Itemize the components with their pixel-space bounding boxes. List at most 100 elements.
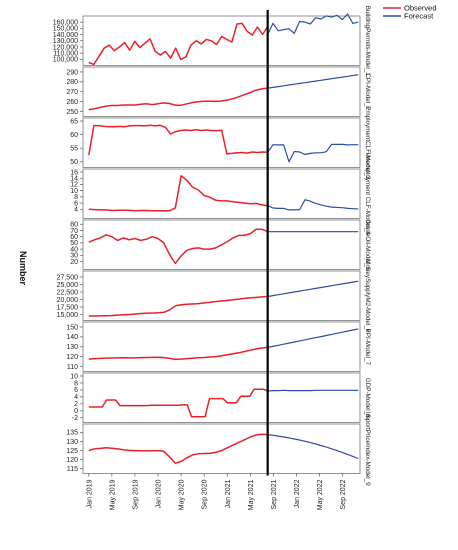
y-tick-label: 130 (66, 439, 78, 446)
observed-line (88, 87, 268, 111)
legend-label-observed: Observed (404, 4, 437, 13)
x-tick-label: Jan 2019 (86, 479, 93, 508)
x-tick-label: May 2022 (317, 479, 324, 510)
y-tick-label: 20,000 (57, 297, 79, 304)
forecast-line (267, 280, 359, 298)
y-tick-label: 10 (70, 188, 78, 195)
y-tick-label: 0 (74, 408, 78, 415)
panels-group: 100,000110,000120,000130,000140,000150,0… (53, 6, 371, 486)
observed-line (88, 124, 268, 156)
y-tick-label: 160,000 (53, 19, 78, 26)
panel-frame (82, 168, 361, 219)
y-tick-label: 250 (66, 109, 78, 116)
forecast-line (267, 13, 359, 35)
panel-label: GDP-Model_8 (364, 378, 371, 418)
observed-line (88, 22, 269, 66)
panel-frame (82, 66, 361, 117)
y-tick-label: 150,000 (53, 26, 78, 33)
panel-frame (82, 423, 361, 474)
panel-frame (82, 372, 361, 423)
y-tick-label: 130,000 (53, 38, 78, 45)
y-tick-label: 110,000 (53, 50, 78, 57)
observed-line (88, 228, 268, 265)
x-tick-label: May 2020 (179, 479, 186, 510)
y-tick-label: 55 (70, 145, 78, 152)
forecast-line (267, 328, 359, 348)
y-tick-label: 17,500 (57, 304, 79, 311)
observed-line (88, 346, 268, 361)
y-tick-label: 100,000 (53, 57, 78, 64)
y-tick-label: 60 (70, 234, 78, 241)
y-tick-label: 120 (66, 354, 78, 361)
y-tick-label: 15,000 (57, 312, 79, 319)
y-tick-label: 6 (74, 387, 78, 394)
panel-label: Unemployment CLF-Model_4 (364, 153, 371, 236)
y-tick-label: 8 (74, 194, 78, 201)
y-tick-label: 27,500 (57, 274, 79, 281)
forecast-line (267, 143, 359, 163)
y-tick-label: 25,000 (57, 282, 79, 289)
observed-line (88, 295, 268, 317)
panel-frame (82, 321, 361, 372)
x-tick-label: Sep 2020 (202, 479, 209, 509)
y-tick-label: 150 (66, 324, 78, 331)
y-tick-label: 120 (66, 457, 78, 464)
panel-7: 110 120 130 140 150 PPI-Model_7 (66, 321, 371, 372)
y-tick-label: 60 (70, 132, 78, 139)
panel-2: 250 260 270 280 290 CPI-Model_2 (66, 66, 371, 117)
legend-label-forecast: Forecast (404, 12, 434, 21)
panel-label: ImportPriceIndex-Model_9 (364, 412, 371, 486)
x-tick-label: Sep 2022 (340, 479, 347, 509)
y-tick-label: 50 (70, 159, 78, 166)
y-tick-label: 115 (67, 466, 78, 473)
y-tick-label: 4 (74, 394, 78, 401)
x-tick-label: Jan 2021 (225, 479, 232, 508)
y-tick-label: 270 (66, 89, 78, 96)
x-tick-label: Jan 2022 (294, 479, 301, 508)
observed-line (88, 433, 268, 465)
panel-1: 100,000110,000120,000130,000140,000150,0… (53, 6, 371, 76)
y-tick-label: -2 (72, 415, 78, 422)
y-tick-label: 30 (70, 253, 78, 260)
y-tick-label: 2 (74, 401, 78, 408)
y-tick-label: 140 (66, 334, 78, 341)
y-tick-label: 80 (70, 222, 78, 229)
y-tick-label: 16 (70, 169, 78, 176)
y-tick-label: 65 (70, 118, 78, 125)
y-tick-label: 280 (66, 79, 78, 86)
x-axis: Jan 2019 May 2019 Sep 2019 Jan 2020 May 2020… (86, 473, 347, 510)
observed-line (88, 174, 268, 212)
forecast-line (267, 74, 359, 89)
panel-label: CrudeOil-Model_5 (364, 219, 371, 271)
panel-label: EmploymentCLF-Model_3 (364, 106, 371, 180)
y-tick-label: 12 (70, 182, 78, 189)
panel-frame (82, 117, 361, 168)
y-tick-label: 4 (74, 207, 78, 214)
panel-3: 50 55 60 65 EmploymentCLF-Model_3 (70, 106, 371, 180)
forecast-line (267, 199, 359, 211)
panel-9: 115 120 125 130 135 ImportPriceIndex-Model_9 (66, 412, 371, 486)
y-tick-label: 20 (70, 259, 78, 266)
y-axis-label: Number (18, 251, 28, 286)
forecast-line (267, 434, 359, 460)
y-tick-label: 290 (66, 69, 78, 76)
forecast-line (267, 389, 359, 392)
y-tick-label: 6 (74, 200, 78, 207)
observed-line (88, 388, 268, 418)
y-tick-label: 14 (70, 176, 78, 183)
y-tick-label: 10 (70, 373, 78, 380)
panel-frame (82, 15, 361, 66)
x-tick-label: Sep 2021 (271, 479, 278, 509)
y-tick-label: 260 (66, 99, 78, 106)
panel-label: BuildingPermits-Model_1 (364, 6, 371, 76)
y-tick-label: 50 (70, 240, 78, 247)
y-tick-label: 70 (70, 228, 78, 235)
y-tick-label: 130 (66, 344, 78, 351)
y-tick-label: 110 (67, 364, 78, 371)
